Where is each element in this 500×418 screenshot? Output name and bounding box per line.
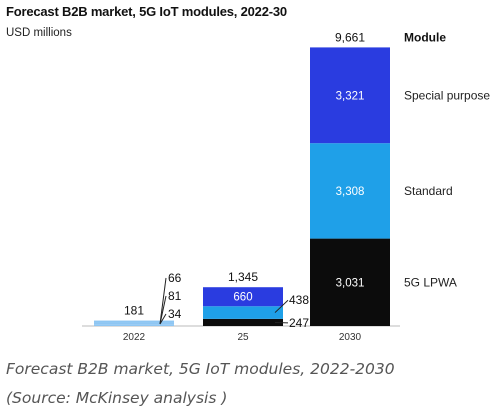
total-label-25: 1,345 <box>228 270 258 284</box>
leader-line-special-purpose-2022 <box>159 277 167 325</box>
bar-segment-5g-lpwa-2030 <box>310 238 390 326</box>
data-label-5g-lpwa-2030: 3,031 <box>336 277 365 289</box>
bar-segment-special-purpose-25 <box>203 287 283 307</box>
data-label-special-purpose-2022: 66 <box>168 271 182 285</box>
data-label-standard-25: 438 <box>289 293 309 307</box>
data-label-5g-lpwa-2022: 34 <box>168 307 182 321</box>
caption-title: Forecast B2B market, 5G IoT modules, 202… <box>6 360 395 378</box>
bar-segment-special-purpose-2030 <box>310 47 390 144</box>
x-tick-label-25: 25 <box>237 332 249 343</box>
legend-title: Module <box>404 30 446 44</box>
bar-segment-standard-25 <box>203 306 283 319</box>
data-label-special-purpose-2030: 3,321 <box>336 90 365 102</box>
bar-segment-5g-lpwa-2022 <box>94 324 174 326</box>
data-label-special-purpose-25: 660 <box>233 292 252 304</box>
bar-segment-standard-2022 <box>94 322 174 325</box>
bar-segment-special-purpose-2022 <box>94 320 174 323</box>
stacked-bar-chart: 2022 181 34 81 66 25 1,345 660 438 247 2030 9,661 3,… <box>82 30 490 343</box>
x-tick-label-2022: 2022 <box>123 332 146 343</box>
bar-segment-standard-2030 <box>310 143 390 239</box>
legend-item-5g-lpwa: 5G LPWA <box>404 275 457 289</box>
data-label-standard-2030: 3,308 <box>336 186 365 198</box>
bar-segment-5g-lpwa-25 <box>203 318 283 326</box>
leader-line-standard-25 <box>274 299 289 313</box>
legend-item-special-purpose: Special purpose <box>404 88 490 102</box>
unit-label: USD millions <box>6 27 72 39</box>
chart-title: Forecast B2B market, 5G IoT modules, 202… <box>6 4 287 19</box>
total-label-2030: 9,661 <box>335 30 365 44</box>
total-label-2022: 181 <box>124 304 144 318</box>
data-label-5g-lpwa-25: 247 <box>289 316 309 330</box>
legend-item-standard: Standard <box>404 184 453 198</box>
data-label-standard-2022: 81 <box>168 289 182 303</box>
leader-line-5g-lpwa-2022 <box>159 313 167 325</box>
x-tick-label-2030: 2030 <box>339 332 362 343</box>
caption-source: (Source: McKinsey analysis ) <box>6 389 228 407</box>
